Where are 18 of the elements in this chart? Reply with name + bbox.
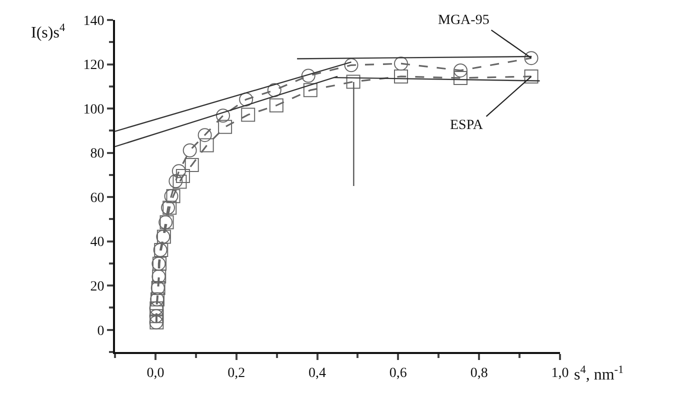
x-tick-label: 1,0 bbox=[551, 366, 569, 381]
x-axis-title: s$^{4}$, nm$^{-1}$ bbox=[574, 364, 624, 384]
y-tick-label: 60 bbox=[90, 190, 104, 206]
y-tick-label: 40 bbox=[90, 235, 104, 250]
x-tick-label: 0,8 bbox=[470, 366, 488, 381]
y-tick-label: 0 bbox=[97, 324, 104, 339]
text: MGA-95 bbox=[438, 13, 490, 28]
x-tick-label: 0,4 bbox=[308, 366, 326, 381]
y-axis-title: I(s)s$^{4}$ bbox=[31, 22, 66, 42]
x-tick-label: 0,2 bbox=[228, 366, 246, 381]
y-tick-label: 120 bbox=[83, 58, 104, 74]
y-tick-label: 20 bbox=[90, 280, 104, 294]
y-tick-label: 100 bbox=[83, 102, 104, 118]
y-tick-label: 140 bbox=[83, 14, 104, 29]
x-tick-label: 0,0 bbox=[146, 366, 164, 381]
text: ESPA bbox=[450, 118, 484, 133]
x-tick-label: 0,6 bbox=[389, 366, 407, 381]
y-tick-label: 80 bbox=[90, 146, 104, 162]
